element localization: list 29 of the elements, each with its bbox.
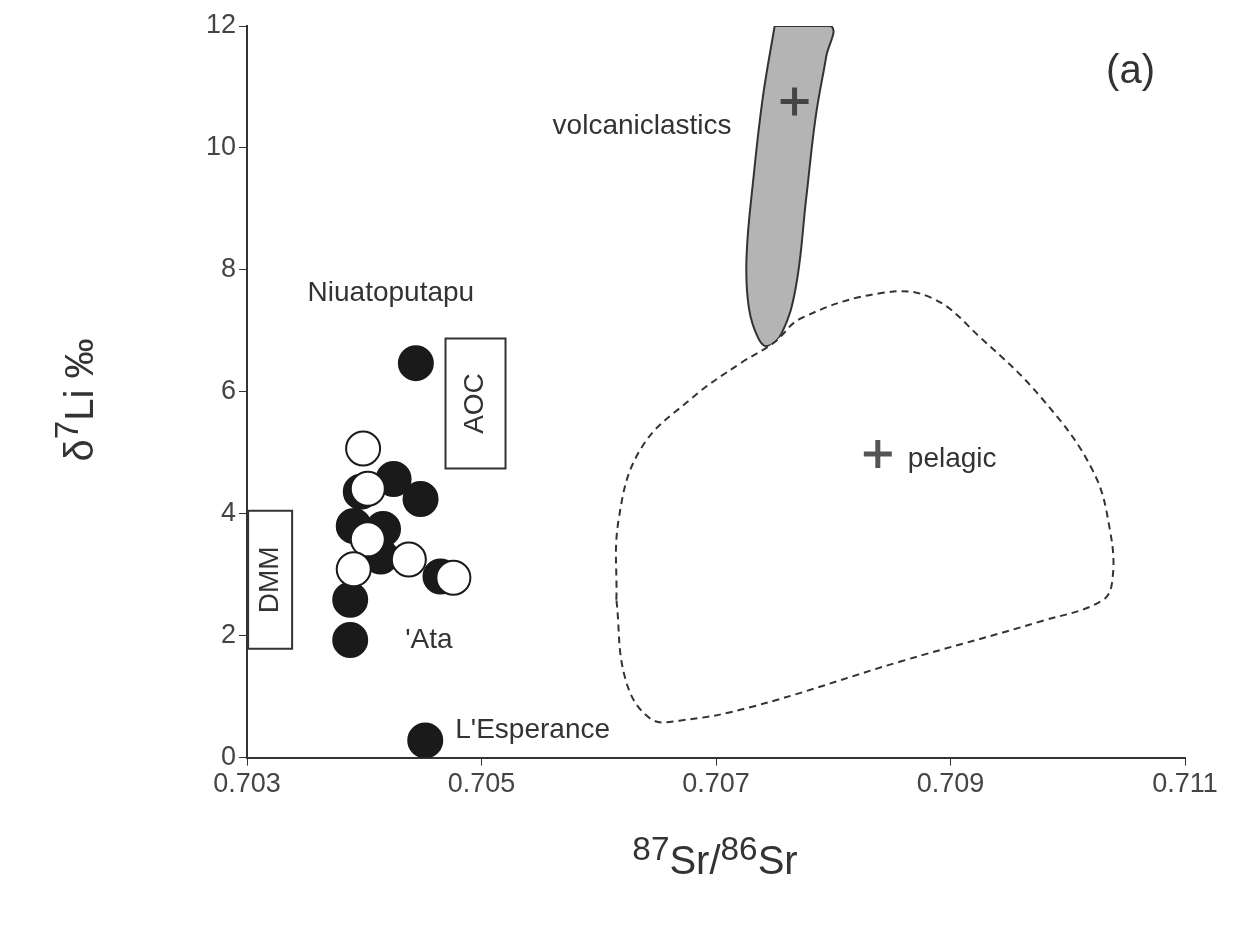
annotation: L'Esperance (455, 713, 611, 745)
point (407, 722, 444, 758)
x-axis-title: $^{87}$Sr/$^{86}$Sr (631, 830, 799, 884)
point (863, 439, 892, 468)
point (349, 521, 386, 558)
y-tick-label: 6 (221, 375, 237, 406)
x-tick-label: 0.707 (682, 768, 750, 799)
annotation: DMM (252, 546, 284, 614)
point (402, 481, 439, 518)
y-tick-label: 4 (221, 497, 237, 528)
annotation: Niuatoputapu (307, 275, 475, 307)
annotation: volcaniclastics (552, 109, 732, 141)
point (349, 470, 386, 507)
point (397, 345, 434, 382)
point (780, 87, 809, 116)
annotation: 'Ata (405, 622, 454, 654)
annotation: pelagic (907, 441, 997, 473)
y-tick-label: 2 (221, 619, 237, 650)
point (332, 621, 369, 658)
x-tick-label: 0.709 (916, 768, 985, 799)
y-tick-label: 8 (221, 253, 237, 284)
y-tick-label: 12 (205, 9, 237, 40)
point (332, 581, 369, 618)
y-tick-label: 10 (205, 131, 237, 162)
x-tick-label: 0.711 (1152, 768, 1218, 799)
point (435, 559, 472, 596)
x-tick-label: 0.705 (447, 768, 516, 799)
annotation: AOC (458, 373, 490, 434)
annotation: (a) (1106, 47, 1155, 92)
